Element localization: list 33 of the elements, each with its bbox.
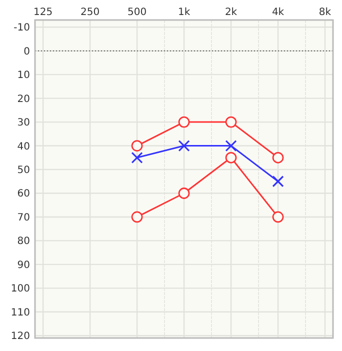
point: [131, 152, 143, 164]
y-tick-label: 80: [17, 236, 30, 248]
point: [225, 116, 237, 128]
point: [272, 176, 284, 188]
y-tick-label: 30: [17, 118, 30, 129]
y-tick-label: 70: [17, 212, 30, 224]
x-tick-label: 2k: [224, 7, 238, 18]
point: [178, 140, 190, 152]
y-tick-label: 40: [17, 141, 30, 152]
x-tick-label: 4k: [272, 7, 284, 18]
point: [225, 140, 237, 152]
y-tick-label: 90: [17, 260, 30, 271]
y-tick-label: 110: [10, 307, 30, 318]
y-tick-label: 50: [17, 165, 30, 176]
y-tick-label: 20: [17, 94, 30, 105]
point: [178, 116, 190, 128]
y-tick-label: -10: [14, 22, 30, 34]
x-tick-label: 125: [34, 7, 53, 18]
point: [178, 188, 190, 199]
point: [131, 140, 143, 152]
x-tick-label: 500: [127, 7, 147, 18]
y-tick-label: 60: [17, 188, 30, 200]
point: [131, 211, 143, 223]
point: [272, 152, 284, 164]
y-tick-label: 10: [17, 70, 30, 82]
y-tick-label: 120: [10, 331, 30, 342]
y-tick-label: 100: [10, 284, 30, 295]
x-tick-label: 250: [80, 7, 100, 18]
x-tick-label: 8k: [318, 7, 332, 18]
point: [272, 211, 284, 223]
x-tick-label: 1k: [178, 7, 190, 18]
y-tick-label: 0: [24, 46, 30, 58]
point: [225, 152, 237, 164]
